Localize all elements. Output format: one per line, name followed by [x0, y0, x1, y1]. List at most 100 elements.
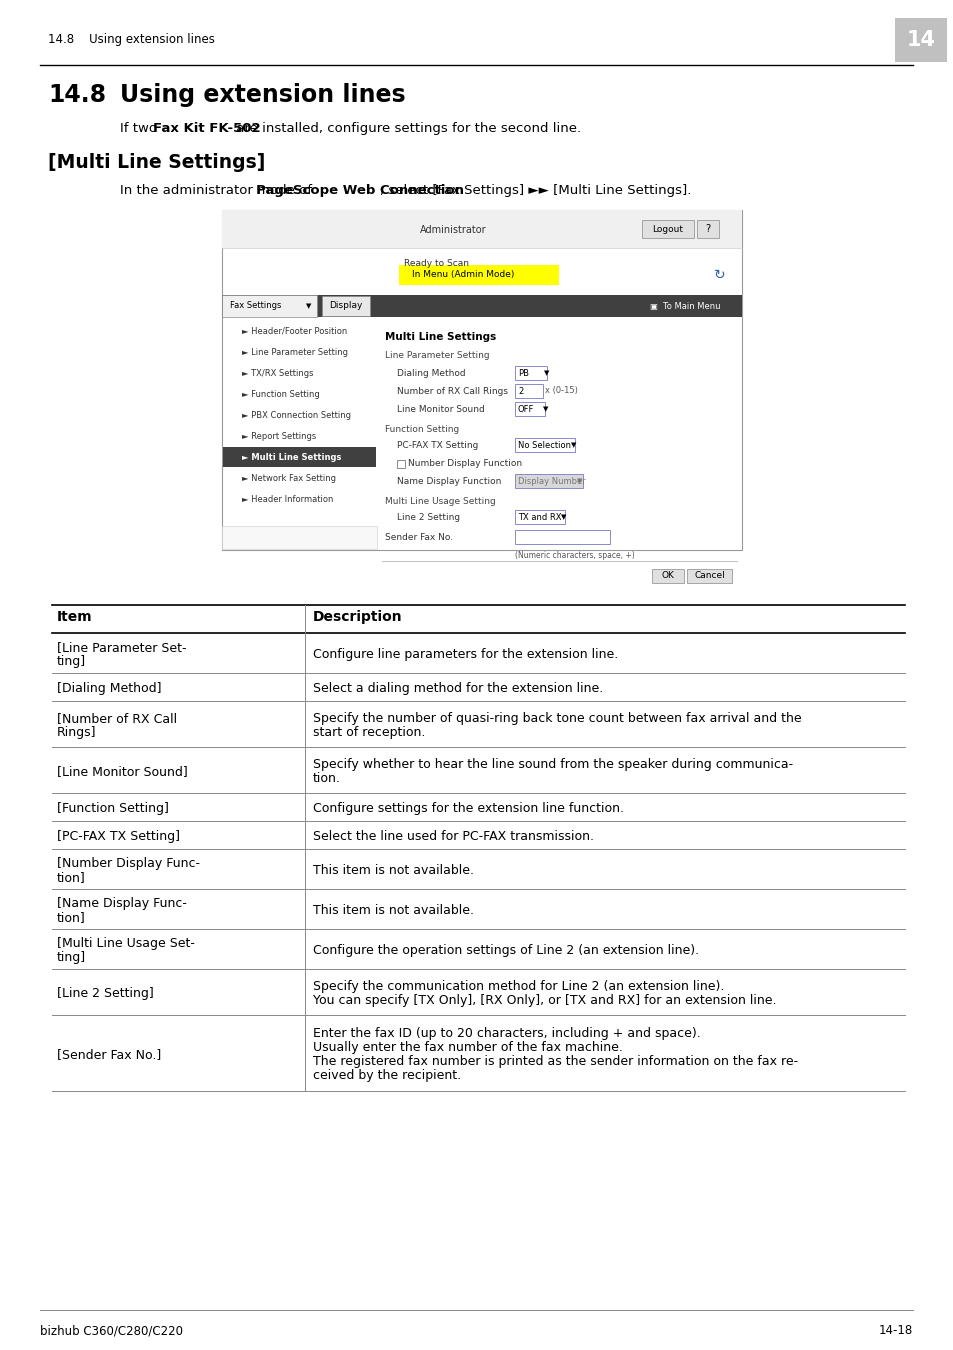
Text: Display Number: Display Number — [517, 477, 585, 486]
Text: ► Line Parameter Setting: ► Line Parameter Setting — [242, 348, 348, 356]
Text: Configure the operation settings of Line 2 (an extension line).: Configure the operation settings of Line… — [313, 944, 699, 957]
Text: ▼: ▼ — [560, 514, 566, 520]
Bar — [894, 18, 946, 62]
Bar — [222, 211, 741, 248]
Bar — [515, 437, 575, 452]
Text: tion]: tion] — [57, 871, 86, 884]
Text: [Line Parameter Set-: [Line Parameter Set- — [57, 641, 186, 653]
Text: ► TX/RX Settings: ► TX/RX Settings — [242, 369, 314, 378]
Text: This item is not available.: This item is not available. — [313, 904, 474, 917]
Bar — [651, 568, 683, 583]
Bar — [222, 296, 741, 317]
Text: ting]: ting] — [57, 655, 86, 668]
Text: Item: Item — [57, 610, 92, 624]
Text: No Selection: No Selection — [517, 440, 571, 450]
Bar — [398, 265, 558, 285]
Text: [Sender Fax No.]: [Sender Fax No.] — [57, 1048, 161, 1061]
Text: ▣  To Main Menu: ▣ To Main Menu — [649, 301, 720, 310]
Text: [Line 2 Setting]: [Line 2 Setting] — [57, 987, 153, 1000]
Bar — [222, 211, 741, 549]
Text: PB: PB — [517, 369, 529, 378]
Text: Function Setting: Function Setting — [385, 424, 458, 433]
Text: In the administrator mode of: In the administrator mode of — [120, 184, 315, 197]
Text: [Dialing Method]: [Dialing Method] — [57, 682, 161, 695]
Bar — [515, 531, 609, 544]
Text: [PC-FAX TX Setting]: [PC-FAX TX Setting] — [57, 830, 180, 842]
Text: Cancel: Cancel — [694, 571, 724, 580]
Text: Administrator: Administrator — [419, 225, 486, 235]
Text: Usually enter the fax number of the fax machine.: Usually enter the fax number of the fax … — [313, 1041, 622, 1054]
Text: ► Header/Footer Position: ► Header/Footer Position — [242, 327, 347, 336]
Bar — [515, 383, 542, 398]
Text: The registered fax number is printed as the sender information on the fax re-: The registered fax number is printed as … — [313, 1054, 798, 1068]
Text: Fax Settings: Fax Settings — [230, 301, 281, 310]
Text: Configure line parameters for the extension line.: Configure line parameters for the extens… — [313, 648, 618, 662]
Bar — [222, 296, 316, 317]
Text: ↻: ↻ — [714, 269, 725, 282]
Text: ► Multi Line Settings: ► Multi Line Settings — [242, 454, 341, 462]
Text: [Multi Line Settings]: [Multi Line Settings] — [48, 153, 265, 171]
Text: Enter the fax ID (up to 20 characters, including + and space).: Enter the fax ID (up to 20 characters, i… — [313, 1027, 700, 1040]
Text: [Line Monitor Sound]: [Line Monitor Sound] — [57, 765, 188, 778]
Bar — [222, 526, 376, 549]
Bar — [697, 220, 719, 238]
Text: Ready to Scan: Ready to Scan — [403, 258, 469, 267]
Text: tion]: tion] — [57, 911, 86, 923]
Text: [Number Display Func-: [Number Display Func- — [57, 857, 200, 869]
Bar — [396, 460, 405, 468]
Text: Multi Line Usage Setting: Multi Line Usage Setting — [385, 497, 496, 505]
Text: Sender Fax No.: Sender Fax No. — [385, 532, 453, 541]
Text: , select [Fax Settings] ►► [Multi Line Settings].: , select [Fax Settings] ►► [Multi Line S… — [379, 184, 691, 197]
Text: [Multi Line Usage Set-: [Multi Line Usage Set- — [57, 937, 194, 950]
Text: In Menu (Admin Mode): In Menu (Admin Mode) — [412, 270, 514, 279]
Text: Line Parameter Setting: Line Parameter Setting — [385, 351, 489, 359]
Text: This item is not available.: This item is not available. — [313, 864, 474, 878]
Text: (Numeric characters, space, +): (Numeric characters, space, +) — [515, 551, 634, 559]
Text: start of reception.: start of reception. — [313, 726, 425, 738]
Text: ▼: ▼ — [577, 478, 582, 485]
Text: Name Display Function: Name Display Function — [396, 477, 501, 486]
Text: 14.8    Using extension lines: 14.8 Using extension lines — [48, 34, 214, 46]
Text: 14-18: 14-18 — [878, 1324, 912, 1336]
Text: ▼: ▼ — [306, 302, 312, 309]
Bar — [629, 296, 740, 316]
Text: OK: OK — [660, 571, 674, 580]
Text: Multi Line Settings: Multi Line Settings — [385, 332, 496, 342]
Bar — [515, 510, 564, 524]
Text: ► Report Settings: ► Report Settings — [242, 432, 315, 441]
Text: ceived by the recipient.: ceived by the recipient. — [313, 1069, 460, 1081]
Text: Display: Display — [329, 301, 362, 310]
Text: tion.: tion. — [313, 772, 340, 784]
Text: Logout: Logout — [652, 224, 682, 234]
Text: Number of RX Call Rings: Number of RX Call Rings — [396, 386, 507, 396]
Text: ?: ? — [704, 224, 710, 234]
Text: You can specify [TX Only], [RX Only], or [TX and RX] for an extension line.: You can specify [TX Only], [RX Only], or… — [313, 994, 776, 1007]
Text: ▼: ▼ — [544, 370, 549, 377]
Text: ▼: ▼ — [571, 441, 576, 448]
Text: Line 2 Setting: Line 2 Setting — [396, 513, 459, 521]
Bar — [515, 474, 582, 487]
Text: Description: Description — [313, 610, 402, 624]
Text: [Name Display Func-: [Name Display Func- — [57, 896, 187, 910]
Text: OFF: OFF — [517, 405, 534, 413]
Text: [Number of RX Call: [Number of RX Call — [57, 711, 177, 725]
Text: Select a dialing method for the extension line.: Select a dialing method for the extensio… — [313, 682, 602, 695]
Text: Rings]: Rings] — [57, 726, 96, 738]
Bar — [223, 447, 375, 467]
Text: Number Display Function: Number Display Function — [408, 459, 521, 467]
Text: 2: 2 — [517, 386, 522, 396]
Text: Line Monitor Sound: Line Monitor Sound — [396, 405, 484, 413]
Text: bizhub C360/C280/C220: bizhub C360/C280/C220 — [40, 1324, 183, 1336]
Text: Specify whether to hear the line sound from the speaker during communica-: Specify whether to hear the line sound f… — [313, 757, 792, 771]
Text: ting]: ting] — [57, 950, 86, 964]
Text: are installed, configure settings for the second line.: are installed, configure settings for th… — [232, 122, 580, 135]
Text: 14.8: 14.8 — [48, 82, 106, 107]
Text: If two: If two — [120, 122, 161, 135]
Text: ► Function Setting: ► Function Setting — [242, 390, 319, 400]
Text: ▼: ▼ — [543, 406, 548, 412]
Text: PageScope Web Connection: PageScope Web Connection — [255, 184, 463, 197]
Text: PC-FAX TX Setting: PC-FAX TX Setting — [396, 440, 477, 450]
Text: Specify the number of quasi-ring back tone count between fax arrival and the: Specify the number of quasi-ring back to… — [313, 711, 801, 725]
Text: Dialing Method: Dialing Method — [396, 369, 465, 378]
Text: ► Network Fax Setting: ► Network Fax Setting — [242, 474, 335, 483]
